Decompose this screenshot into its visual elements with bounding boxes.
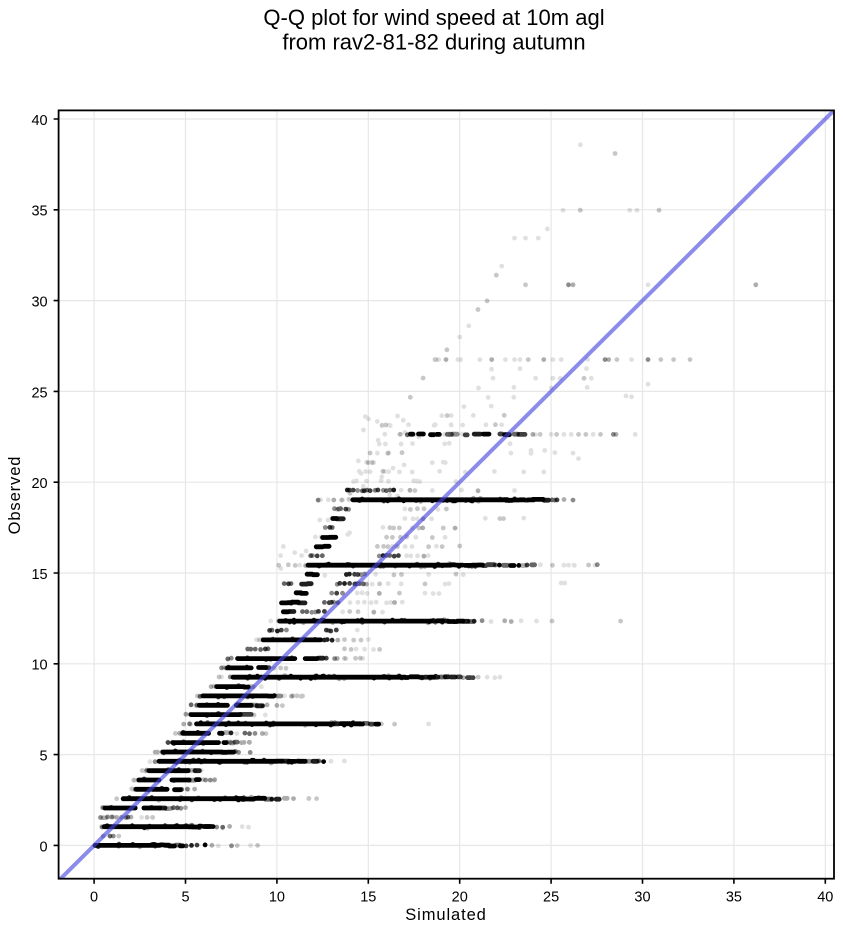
- svg-text:from rav2-81-82 during autumn: from rav2-81-82 during autumn: [282, 30, 585, 55]
- svg-text:15: 15: [360, 890, 376, 906]
- svg-text:40: 40: [31, 113, 47, 129]
- svg-text:20: 20: [31, 476, 47, 492]
- svg-text:25: 25: [543, 890, 559, 906]
- svg-text:Q-Q plot for wind speed at 10m: Q-Q plot for wind speed at 10m agl: [263, 5, 604, 30]
- svg-text:40: 40: [817, 890, 833, 906]
- svg-text:30: 30: [31, 295, 47, 311]
- svg-text:10: 10: [31, 658, 47, 674]
- svg-text:0: 0: [40, 839, 48, 855]
- svg-text:10: 10: [269, 890, 285, 906]
- svg-text:35: 35: [31, 204, 47, 220]
- svg-text:5: 5: [181, 890, 189, 906]
- svg-text:35: 35: [726, 890, 742, 906]
- svg-text:20: 20: [452, 890, 468, 906]
- svg-text:5: 5: [40, 749, 48, 765]
- svg-text:25: 25: [31, 385, 47, 401]
- svg-text:Observed: Observed: [6, 456, 24, 535]
- svg-text:0: 0: [90, 890, 98, 906]
- svg-text:30: 30: [634, 890, 650, 906]
- svg-text:Simulated: Simulated: [405, 906, 486, 924]
- svg-text:15: 15: [31, 567, 47, 583]
